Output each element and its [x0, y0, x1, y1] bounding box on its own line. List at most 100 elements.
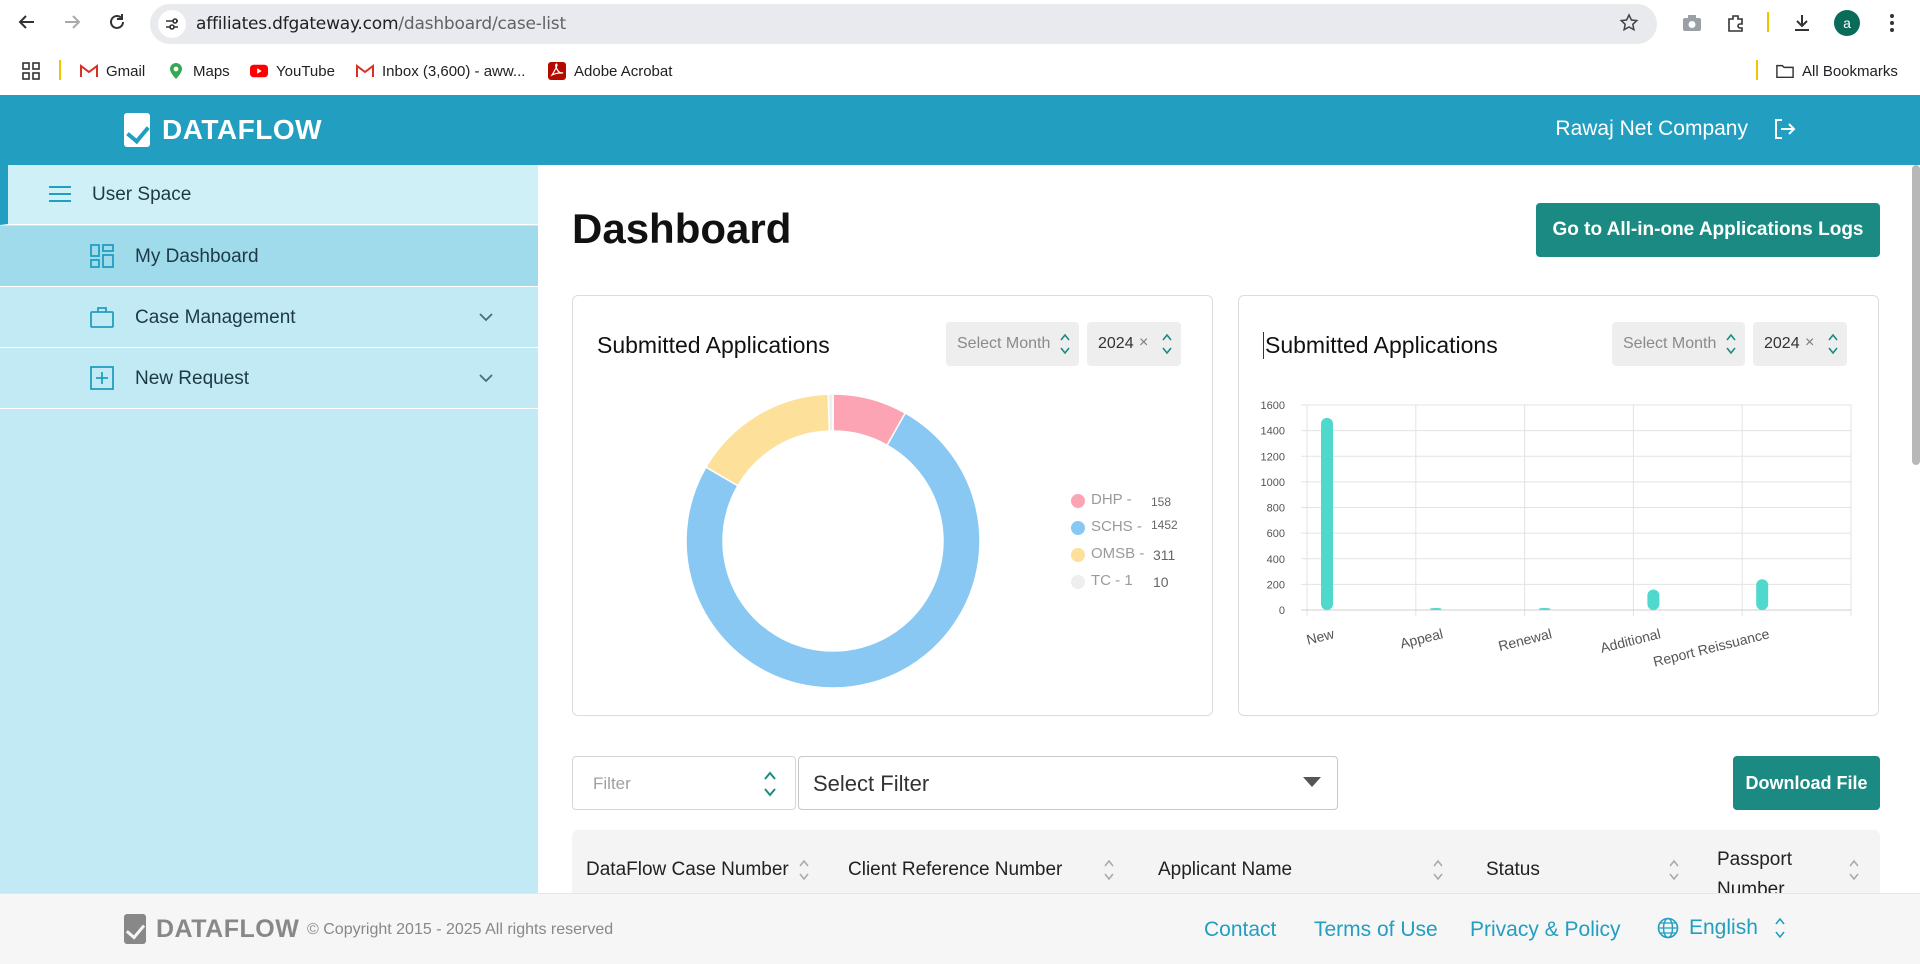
year-value: 2024 — [1764, 335, 1800, 352]
filter-input[interactable]: Filter — [572, 756, 796, 810]
donut-slice-schs[interactable] — [685, 411, 981, 689]
bookmark-gmail[interactable]: Gmail — [80, 60, 145, 82]
bookmark-label: All Bookmarks — [1802, 62, 1898, 80]
site-info-icon[interactable] — [158, 10, 186, 38]
select-filter-dropdown[interactable]: Select Filter — [798, 756, 1338, 810]
column-header-applicant-name[interactable]: Applicant Name — [1144, 830, 1444, 893]
clear-icon[interactable]: × — [1805, 334, 1815, 351]
app-header: DATAFLOW Rawaj Net Company — [0, 95, 1920, 165]
apps-grid-icon[interactable] — [22, 60, 40, 82]
extensions-icon[interactable] — [1724, 10, 1748, 36]
bookmark-acrobat[interactable]: Adobe Acrobat — [548, 60, 672, 82]
bookmark-star-icon[interactable] — [1619, 13, 1639, 38]
y-tick-label: 1200 — [1261, 451, 1285, 463]
sidebar-item-label: My Dashboard — [135, 246, 259, 267]
bar-appeal[interactable] — [1429, 608, 1442, 610]
legend-swatch — [1071, 548, 1085, 562]
column-header-passport-number[interactable]: Passport Number — [1703, 830, 1880, 893]
chevron-down-icon[interactable] — [478, 309, 494, 325]
sort-arrows-icon — [1162, 333, 1172, 355]
legend-value: 10 — [1153, 574, 1169, 590]
sort-arrows-icon — [1775, 917, 1785, 939]
legend-swatch — [1071, 575, 1085, 589]
chevron-down-icon[interactable] — [478, 370, 494, 386]
column-header-status[interactable]: Status — [1472, 830, 1692, 893]
filter-placeholder: Filter — [593, 774, 631, 793]
url-text[interactable]: affiliates.dfgateway.com/dashboard/case-… — [196, 14, 566, 34]
footer-link-privacy[interactable]: Privacy & Policy — [1470, 918, 1621, 941]
address-bar[interactable]: affiliates.dfgateway.com/dashboard/case-… — [150, 4, 1657, 44]
profile-avatar[interactable]: a — [1834, 10, 1860, 36]
legend-swatch — [1071, 521, 1085, 535]
month-select-placeholder: Select Month — [957, 335, 1051, 352]
sidebar-item-case-management[interactable]: Case Management — [0, 287, 538, 348]
bar-renewal[interactable] — [1538, 608, 1551, 610]
forward-icon[interactable] — [60, 10, 84, 34]
all-bookmarks[interactable]: All Bookmarks — [1776, 60, 1898, 82]
column-label: DataFlow Case Number — [586, 859, 789, 880]
column-header-case-number[interactable]: DataFlow Case Number — [572, 830, 812, 893]
download-icon[interactable] — [1790, 10, 1814, 36]
table-header: DataFlow Case Number Client Reference Nu… — [572, 830, 1880, 893]
sort-icon[interactable] — [1848, 857, 1860, 883]
bookmark-label: Adobe Acrobat — [574, 62, 673, 80]
briefcase-icon — [90, 305, 114, 329]
bookmark-separator — [1756, 60, 1758, 80]
clear-icon[interactable]: × — [1139, 334, 1149, 351]
donut-chart — [685, 393, 981, 689]
bookmark-label: Gmail — [106, 62, 146, 80]
column-label: Applicant Name — [1158, 859, 1293, 880]
scrollbar[interactable] — [1912, 165, 1920, 465]
column-label: Status — [1486, 859, 1540, 880]
card-title: Submitted Applications — [1263, 332, 1498, 359]
hamburger-menu-icon[interactable] — [48, 185, 72, 203]
year-select[interactable]: 2024 × — [1753, 322, 1847, 366]
maps-icon — [167, 62, 185, 80]
url-path: /dashboard/case-list — [398, 14, 566, 34]
column-header-client-reference[interactable]: Client Reference Number — [834, 830, 1124, 893]
y-tick-label: 0 — [1279, 605, 1285, 617]
sidebar-item-new-request[interactable]: New Request — [0, 348, 538, 409]
bookmark-maps[interactable]: Maps — [167, 60, 230, 82]
footer-brand: DATAFLOW — [124, 914, 299, 944]
donut-slice-tc[interactable] — [827, 393, 834, 432]
x-tick-label: Report Reissuance — [1652, 625, 1772, 669]
logout-icon[interactable] — [1772, 117, 1796, 141]
applications-logs-button[interactable]: Go to All-in-one Applications Logs — [1536, 203, 1880, 257]
sort-arrows-icon[interactable] — [763, 769, 777, 799]
legend-value: 1452 — [1151, 518, 1178, 532]
donut-slice-omsb[interactable] — [704, 393, 831, 487]
sidebar-item-my-dashboard[interactable]: My Dashboard — [0, 226, 538, 287]
footer-link-terms[interactable]: Terms of Use — [1314, 918, 1438, 941]
brand-logo[interactable]: DATAFLOW — [124, 113, 322, 147]
sort-icon[interactable] — [1432, 857, 1444, 883]
more-menu-icon[interactable] — [1880, 10, 1904, 36]
sort-icon[interactable] — [1668, 857, 1680, 883]
footer-link-contact[interactable]: Contact — [1204, 918, 1277, 941]
sort-icon[interactable] — [798, 857, 810, 883]
bar-additional[interactable] — [1647, 589, 1660, 611]
bookmark-youtube[interactable]: YouTube — [250, 60, 335, 82]
month-select[interactable]: Select Month — [1612, 322, 1745, 366]
legend-value: 311 — [1153, 547, 1176, 563]
submitted-applications-donut-card: Submitted Applications Select Month 2024… — [572, 295, 1213, 716]
bar-new[interactable] — [1321, 417, 1333, 610]
gmail-icon — [80, 62, 98, 80]
sidebar-header[interactable]: User Space — [0, 165, 538, 225]
back-icon[interactable] — [15, 10, 39, 34]
reload-icon[interactable] — [105, 10, 129, 34]
y-tick-label: 1400 — [1261, 426, 1285, 438]
language-selector[interactable]: English — [1657, 916, 1786, 940]
sidebar-item-label: Case Management — [135, 307, 296, 328]
month-select[interactable]: Select Month — [946, 322, 1079, 366]
year-select[interactable]: 2024 × — [1087, 322, 1181, 366]
bookmark-inbox[interactable]: Inbox (3,600) - aww... — [356, 60, 525, 82]
page-title: Dashboard — [572, 205, 792, 252]
x-tick-label: Additional — [1599, 625, 1663, 655]
bar-report-reissuance[interactable] — [1756, 579, 1769, 610]
dataflow-logo-icon — [124, 914, 146, 944]
acrobat-icon — [548, 62, 566, 80]
sort-icon[interactable] — [1103, 857, 1115, 883]
camera-icon[interactable] — [1680, 10, 1704, 36]
download-file-button[interactable]: Download File — [1733, 756, 1880, 810]
